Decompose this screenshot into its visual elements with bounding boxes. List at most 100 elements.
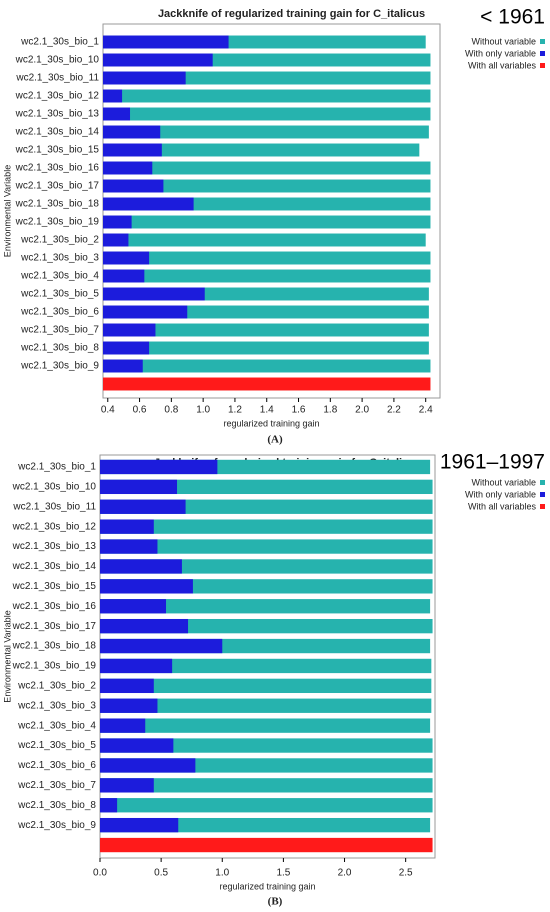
y-tick-label: wc2.1_30s_bio_8	[20, 343, 99, 354]
y-tick-label: wc2.1_30s_bio_10	[12, 481, 97, 492]
bar	[100, 698, 158, 713]
y-tick-label: wc2.1_30s_bio_16	[12, 601, 97, 612]
bar	[100, 479, 433, 495]
y-tick-label: wc2.1_30s_bio_2	[17, 680, 96, 691]
x-tick-label: 1.4	[260, 405, 274, 416]
x-tick-label: 0.8	[164, 405, 178, 416]
x-tick-label: 0.4	[101, 405, 115, 416]
bar	[103, 107, 431, 121]
bar	[100, 539, 158, 554]
y-tick-label: wc2.1_30s_bio_15	[15, 145, 100, 156]
legend-label: Without variable	[471, 477, 536, 487]
bar	[100, 817, 431, 833]
x-tick-label: 2.2	[387, 405, 401, 416]
y-tick-label: wc2.1_30s_bio_11	[12, 501, 96, 512]
bar	[103, 53, 213, 67]
bar	[103, 287, 205, 301]
bar	[103, 305, 188, 319]
bar	[103, 251, 150, 265]
y-tick-label: wc2.1_30s_bio_18	[15, 199, 100, 210]
x-tick-label: 0.5	[154, 868, 168, 879]
bar	[103, 143, 162, 157]
y-tick-label: wc2.1_30s_bio_5	[17, 740, 96, 751]
bar	[100, 778, 433, 793]
bar	[100, 658, 432, 674]
x-tick-label: 1.0	[196, 405, 210, 416]
y-tick-label: wc2.1_30s_bio_7	[20, 325, 99, 336]
bar	[100, 599, 167, 614]
bar	[100, 579, 193, 594]
bar	[100, 798, 118, 813]
panel-label: (A)	[267, 434, 283, 446]
y-tick-label: wc2.1_30s_bio_9	[17, 820, 96, 831]
bar	[100, 698, 432, 713]
x-tick-label: 0.6	[133, 405, 147, 416]
bar	[100, 539, 433, 554]
x-tick-label: 2.4	[419, 405, 433, 416]
bar	[100, 618, 189, 634]
legend-swatch	[540, 504, 545, 509]
y-tick-label: wc2.1_30s_bio_6	[20, 307, 99, 318]
bar	[100, 678, 154, 694]
x-tick-label: 1.5	[276, 868, 290, 879]
bar	[100, 718, 146, 733]
y-tick-label: wc2.1_30s_bio_13	[15, 109, 100, 120]
x-tick-label: 2.5	[399, 868, 413, 879]
bar	[103, 143, 420, 157]
bar	[100, 599, 431, 614]
bar	[100, 479, 178, 495]
bar	[100, 778, 154, 793]
y-tick-label: wc2.1_30s_bio_11	[15, 73, 99, 84]
y-tick-label: wc2.1_30s_bio_1	[17, 462, 96, 473]
y-tick-label: wc2.1_30s_bio_17	[12, 621, 97, 632]
bar	[100, 817, 179, 833]
legend-swatch	[540, 63, 545, 68]
x-tick-label: 0.0	[93, 868, 107, 879]
bar	[103, 161, 153, 175]
corner-label: < 1961	[480, 6, 545, 29]
legend-swatch	[540, 51, 545, 56]
y-tick-label: wc2.1_30s_bio_6	[17, 760, 96, 771]
bar	[100, 638, 223, 654]
bar	[100, 519, 154, 534]
y-tick-label: wc2.1_30s_bio_9	[20, 361, 99, 372]
bar	[100, 559, 433, 574]
legend-swatch	[540, 480, 545, 485]
bar	[100, 658, 173, 674]
bar	[103, 323, 156, 337]
legend-label: Without variable	[471, 36, 536, 46]
x-tick-label: 1.0	[215, 868, 229, 879]
bar	[100, 499, 186, 514]
y-tick-label: wc2.1_30s_bio_12	[12, 521, 97, 532]
y-tick-label: wc2.1_30s_bio_18	[12, 641, 97, 652]
y-tick-label: wc2.1_30s_bio_19	[12, 661, 97, 672]
bar	[100, 718, 431, 733]
bar	[103, 251, 431, 265]
y-tick-label: wc2.1_30s_bio_4	[17, 720, 96, 731]
y-tick-label: wc2.1_30s_bio_7	[17, 780, 96, 791]
x-axis-label: regularized training gain	[223, 418, 319, 428]
bar	[103, 35, 229, 49]
bar	[103, 269, 145, 283]
bar	[100, 519, 433, 534]
legend-label: With all variables	[468, 501, 537, 511]
x-tick-label: 2.0	[355, 405, 369, 416]
x-tick-label: 1.6	[292, 405, 306, 416]
legend-label: With all variables	[468, 60, 537, 70]
bar	[103, 215, 132, 229]
bar	[103, 179, 164, 193]
bar	[103, 377, 431, 391]
chart-title: Jackknife of regularized training gain f…	[158, 8, 425, 20]
bar	[100, 837, 433, 853]
y-tick-label: wc2.1_30s_bio_15	[12, 581, 97, 592]
bar	[100, 738, 433, 753]
corner-label: 1961–1997	[440, 451, 545, 474]
panel-label: (B)	[268, 896, 283, 908]
bar	[103, 161, 431, 175]
y-tick-label: wc2.1_30s_bio_14	[15, 127, 100, 138]
plot-frame	[102, 23, 441, 399]
legend-label: With only variable	[465, 489, 536, 499]
legend-label: With only variable	[465, 48, 536, 58]
bar	[103, 197, 194, 211]
